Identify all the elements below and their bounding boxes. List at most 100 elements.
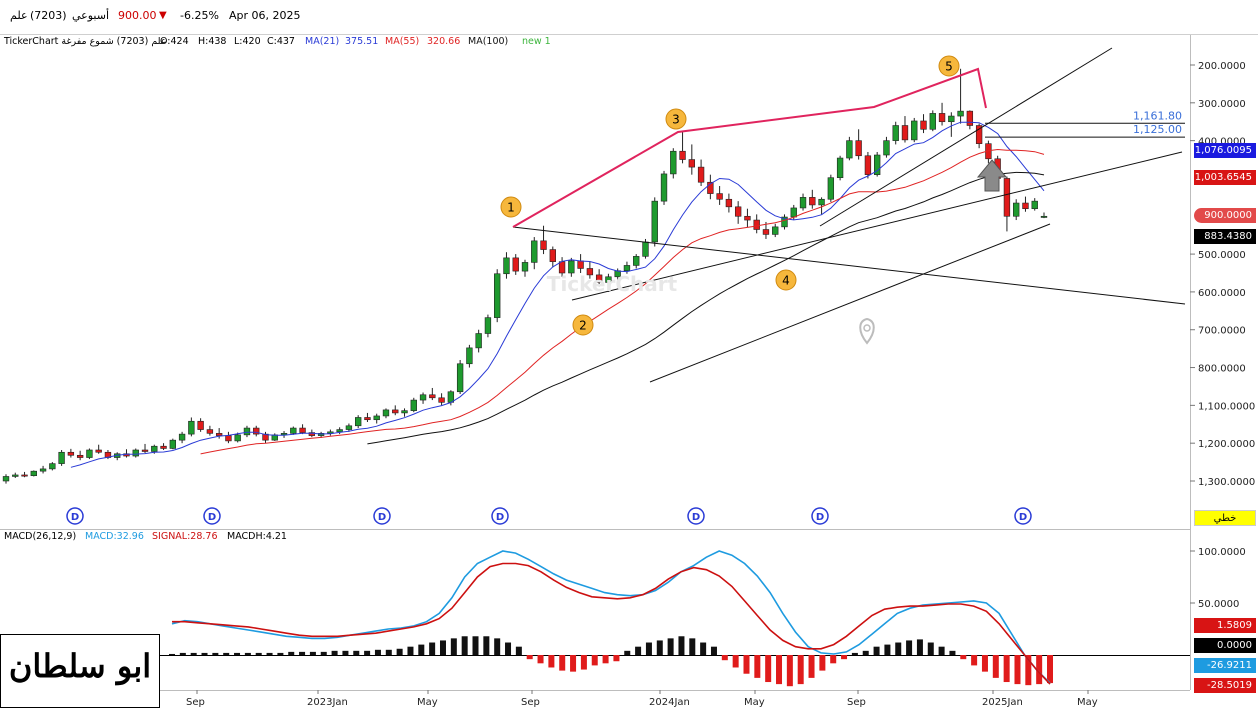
macd-hist-bar [884, 644, 891, 655]
fib-label: 1,161.80 [1133, 109, 1182, 122]
ma55-value: 320.66 [427, 36, 461, 47]
macd-hist-bar [342, 650, 349, 655]
candle [456, 363, 464, 393]
new-label[interactable]: new 1 [522, 36, 551, 47]
symbol-name[interactable]: علم [10, 9, 28, 22]
candle [49, 463, 56, 470]
macd-info-bar: MACD(26,12,9) MACD:32.96 SIGNAL:28.76 MA… [0, 530, 1190, 544]
macd-hist-bar [754, 655, 761, 678]
macd-hist-bar [385, 649, 392, 655]
candle [781, 216, 788, 228]
macd-hist-bar [819, 655, 826, 671]
candle [642, 241, 649, 257]
macd-hist-bar [223, 652, 230, 655]
dividend-marker-icon [687, 507, 705, 525]
macd-hist-bar [472, 636, 479, 655]
macd-hist-bar [971, 655, 978, 666]
macd-line [171, 550, 1051, 684]
candle [67, 451, 75, 456]
candle [373, 415, 380, 421]
date-label: Apr 06, 2025 [229, 9, 301, 22]
candle [503, 257, 510, 275]
macd-hist-bar [515, 646, 522, 655]
ma100-label[interactable]: MA(100) [468, 36, 509, 47]
candle [818, 198, 825, 206]
macd-hist-bar [916, 639, 923, 655]
candle [438, 397, 445, 403]
signal-value: SIGNAL:28.76 [152, 531, 218, 542]
wave-label: 5 [945, 60, 953, 74]
ma55-label[interactable]: MA(55) [385, 36, 420, 47]
candle [809, 197, 816, 206]
ma-black-tag: 883.4380 [1194, 229, 1256, 244]
author-logo: ابو سلطان [0, 634, 160, 708]
last-price-tag: 900.0000 [1194, 208, 1256, 223]
dividend-marker-icon [491, 507, 509, 525]
dividend-marker-icon [373, 507, 391, 525]
macd-hist-bar [710, 646, 717, 655]
macd-hist-bar [364, 650, 371, 655]
candle [883, 140, 890, 156]
location-pin-dot-icon [863, 324, 871, 332]
candle [864, 155, 872, 175]
candle [540, 240, 547, 250]
wave-marker-icon [938, 55, 960, 77]
candle [215, 433, 223, 436]
macd-hist-bar [927, 642, 934, 655]
signal-line-tag: -28.5019 [1194, 678, 1256, 693]
candle [531, 240, 538, 263]
symbol-code[interactable]: (7203) [30, 9, 67, 22]
period-label[interactable]: أسبوعي [72, 9, 110, 22]
top-bar: علم (7203) أسبوعي 900.00 ▼ -6.25% Apr 06… [0, 0, 1258, 35]
candle [855, 140, 862, 157]
price-pane: 1,161.801,125.00 1 2 3 4 5 TickerChart D D D D D D D [2, 47, 1186, 525]
candle [243, 427, 251, 436]
macd-title[interactable]: MACD(26,12,9) [4, 531, 77, 542]
time-tick-label: 2024Jan [649, 697, 690, 708]
macd-hist-bar [656, 640, 663, 655]
macd-hist-bar [309, 651, 316, 655]
macd-hist-bar [299, 651, 306, 655]
dividend-marker-icon [811, 507, 829, 525]
macd-hist-bar [895, 642, 902, 655]
ma21-label[interactable]: MA(21) [305, 36, 340, 47]
candle [836, 157, 844, 178]
candle [12, 474, 19, 477]
macd-hist-bar [537, 655, 544, 664]
candle [623, 265, 631, 272]
low-value: L:420 [234, 36, 261, 47]
time-tick-label: Sep [521, 697, 540, 708]
candle [39, 468, 47, 472]
macd-hist-bar [190, 652, 197, 655]
candle [151, 445, 158, 452]
ma-blue-tag: 1,076.0095 [1194, 143, 1256, 158]
time-tick-label: 2023Jan [307, 697, 348, 708]
price-tick-label: 200.0000 [1198, 61, 1246, 72]
trend-line [649, 223, 1051, 383]
candle [76, 454, 84, 458]
candle [206, 429, 214, 434]
candle [410, 399, 417, 411]
candle [494, 273, 501, 318]
chart-mode-button[interactable]: خطي [1194, 510, 1256, 526]
macd-hist-bar [559, 655, 566, 671]
candle [957, 110, 964, 117]
candle [772, 226, 779, 235]
macd-hist-bar [266, 652, 273, 655]
candle [753, 219, 760, 230]
macd-hist-bar [765, 655, 772, 683]
dividend-marker-icon [1014, 507, 1032, 525]
dividend-label: D [71, 512, 79, 523]
candle [466, 347, 473, 365]
macd-hist-bar [320, 651, 327, 655]
macd-hist-bar [201, 652, 208, 655]
candle [484, 317, 492, 334]
macd-hist-tag: 1.5809 [1194, 618, 1256, 633]
macd-hist-bar [602, 655, 609, 664]
price-info-bar: TickerChart علم (7203) شموع مفرغة O:424 … [0, 35, 1190, 49]
macd-hist-bar [580, 655, 587, 670]
watermark: TickerChart [547, 272, 678, 296]
dividend-label: D [816, 512, 824, 523]
candle [975, 125, 983, 144]
